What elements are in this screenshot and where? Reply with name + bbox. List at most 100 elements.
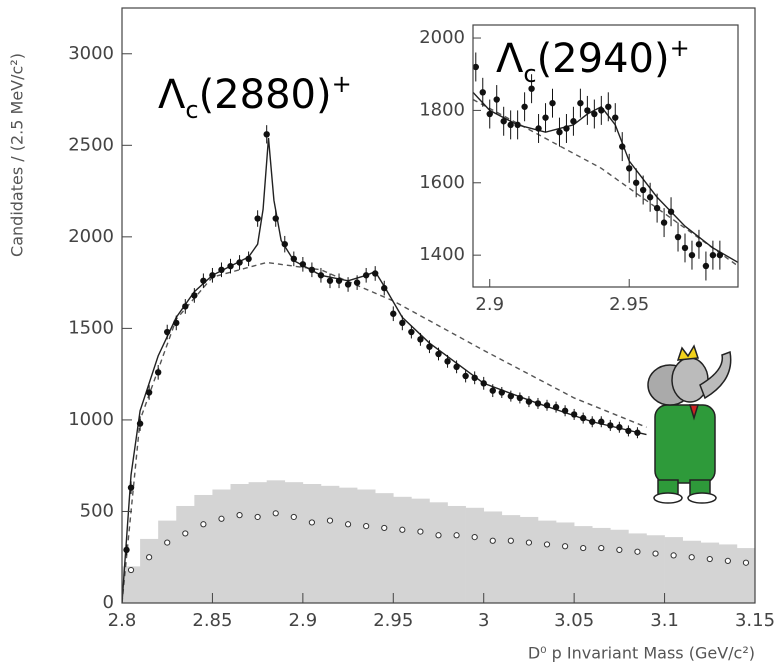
open-point xyxy=(326,517,334,524)
histogram-bar xyxy=(537,520,557,603)
data-point xyxy=(667,208,675,215)
elephant-mascot xyxy=(647,344,732,504)
histogram-bar xyxy=(248,482,267,603)
data-point xyxy=(473,63,479,71)
data-point xyxy=(486,110,493,118)
data-point xyxy=(435,350,442,358)
data-point xyxy=(702,262,710,270)
histogram-bar xyxy=(320,485,340,603)
open-point xyxy=(634,548,641,555)
data-point xyxy=(444,358,451,365)
data-point xyxy=(639,186,647,194)
inset-axes: 2.9 2.95 1400 1600 1800 2000 xyxy=(419,27,649,315)
data-point xyxy=(561,407,569,414)
histogram-bar xyxy=(339,487,358,603)
open-point xyxy=(272,510,279,517)
data-point xyxy=(589,418,596,425)
data-point xyxy=(399,319,406,327)
data-point xyxy=(362,272,370,279)
data-point xyxy=(498,389,505,396)
y-tick-label: 1400 xyxy=(419,244,465,265)
data-point xyxy=(281,240,288,248)
annotation-subscript: c xyxy=(185,96,198,124)
data-point xyxy=(209,272,216,279)
open-point xyxy=(381,524,388,532)
histogram-bar xyxy=(447,505,466,603)
data-point xyxy=(390,310,397,317)
histogram-bar xyxy=(682,540,702,603)
histogram-bar xyxy=(429,502,448,603)
data-point xyxy=(543,402,551,409)
data-point xyxy=(236,259,243,266)
data-point xyxy=(245,255,252,263)
histogram-bar xyxy=(122,566,141,603)
data-point xyxy=(579,414,587,422)
data-point xyxy=(507,121,514,129)
y-tick-label: 1000 xyxy=(68,409,114,430)
main-plot xyxy=(122,125,755,603)
y-tick-label: 2500 xyxy=(68,134,114,155)
open-point xyxy=(435,532,442,539)
open-point xyxy=(290,513,297,521)
data-point xyxy=(335,277,343,284)
data-point xyxy=(317,272,325,279)
data-point xyxy=(563,125,570,132)
histogram-bar xyxy=(176,505,195,603)
inset-plot xyxy=(473,52,738,281)
histogram-bar xyxy=(574,526,593,603)
data-point xyxy=(542,114,549,121)
data-point xyxy=(408,328,415,336)
data-point xyxy=(326,277,334,284)
histogram-bar xyxy=(718,544,738,603)
data-point xyxy=(182,303,189,310)
data-point xyxy=(200,277,207,284)
data-point xyxy=(290,255,298,263)
y-tick-label: 1500 xyxy=(68,317,114,338)
data-point xyxy=(516,394,524,402)
data-point xyxy=(123,546,130,554)
histogram-bar xyxy=(393,496,412,603)
histogram-bar xyxy=(465,507,485,603)
data-point xyxy=(462,372,469,380)
data-point xyxy=(570,411,578,418)
histogram-bar xyxy=(628,533,647,603)
histogram-bar xyxy=(664,537,683,603)
histogram-bar xyxy=(736,548,755,603)
data-point xyxy=(660,219,668,226)
data-point xyxy=(480,380,487,387)
y-tick-label: 2000 xyxy=(419,27,465,48)
open-point xyxy=(562,543,569,550)
data-point xyxy=(577,99,584,107)
x-axis-label: D⁰ p Invariant Mass (GeV/c²) xyxy=(528,644,755,663)
data-point xyxy=(164,328,171,336)
data-point xyxy=(263,131,270,138)
open-point xyxy=(236,512,243,519)
open-point xyxy=(688,554,695,561)
annotation-subscript: c xyxy=(523,60,536,88)
open-point xyxy=(598,544,605,552)
annotation-text: (2880) xyxy=(199,72,332,118)
data-point xyxy=(625,427,632,435)
open-point xyxy=(489,537,496,544)
data-point xyxy=(344,281,352,288)
histogram-bar xyxy=(646,535,665,603)
open-point xyxy=(308,519,315,526)
x-tick-label: 2.9 xyxy=(475,294,504,315)
x-tick-label: 2.95 xyxy=(373,610,413,631)
data-point xyxy=(534,400,542,407)
data-point xyxy=(591,110,598,118)
data-point xyxy=(709,251,717,259)
annotation-superscript: + xyxy=(332,70,352,98)
y-tick-label: 2000 xyxy=(68,226,114,247)
data-point xyxy=(254,215,261,222)
x-tick-label: 2.95 xyxy=(609,294,649,315)
open-point xyxy=(652,550,659,557)
open-point xyxy=(471,533,478,541)
open-point xyxy=(182,530,189,537)
open-point xyxy=(580,544,587,552)
data-point xyxy=(136,420,144,427)
open-point xyxy=(706,555,713,563)
data-point xyxy=(695,241,703,248)
data-point xyxy=(173,319,180,327)
